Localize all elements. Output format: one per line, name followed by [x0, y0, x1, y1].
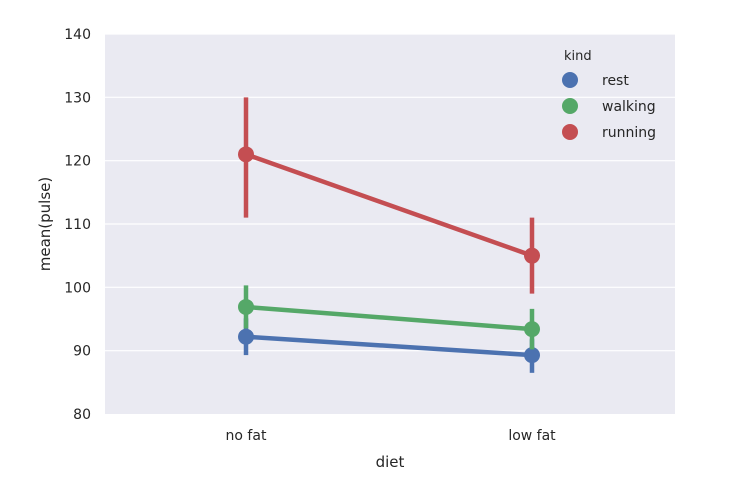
x-tick-label: no fat: [226, 428, 267, 444]
legend-entry-running: running: [562, 124, 656, 141]
data-point: [238, 328, 254, 345]
data-point: [524, 321, 540, 338]
x-axis-label: diet: [376, 453, 405, 471]
y-tick-label: 120: [64, 154, 91, 170]
y-tick-label: 80: [73, 407, 91, 423]
y-tick-label: 110: [64, 217, 91, 233]
legend-title: kind: [564, 49, 592, 64]
series-walking: [238, 285, 540, 350]
y-tick-label: 100: [64, 280, 91, 296]
data-point: [238, 298, 254, 315]
data-point: [524, 347, 540, 364]
legend: kind rest walking running: [562, 49, 656, 141]
x-tick-label: low fat: [508, 428, 556, 444]
y-tick-labels: 80 90 100 110 120 130 140: [64, 27, 91, 423]
series-line: [245, 152, 533, 258]
x-tick-labels: no fat low fat: [226, 428, 557, 444]
legend-entry-rest: rest: [562, 72, 629, 89]
legend-label: walking: [602, 99, 656, 115]
series-layer: [238, 97, 540, 373]
grid-lines: [105, 33, 675, 352]
series-line: [245, 304, 533, 332]
series-line: [245, 334, 533, 358]
data-point: [524, 247, 540, 264]
legend-entry-walking: walking: [562, 98, 656, 115]
y-axis-label: mean(pulse): [36, 177, 54, 271]
data-point: [238, 146, 254, 163]
y-tick-label: 90: [73, 344, 91, 360]
y-tick-label: 130: [64, 90, 91, 106]
legend-marker: [562, 124, 578, 140]
legend-marker: [562, 98, 578, 114]
legend-marker: [562, 72, 578, 88]
y-tick-label: 140: [64, 27, 91, 43]
legend-label: rest: [602, 73, 629, 89]
legend-label: running: [602, 125, 656, 141]
series-running: [238, 97, 540, 294]
